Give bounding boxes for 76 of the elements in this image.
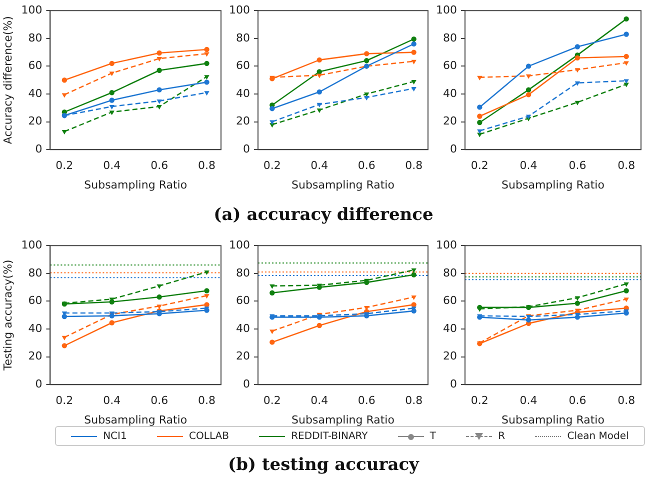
y-tick-label: 0 bbox=[450, 377, 457, 390]
y-tick-label: 0 bbox=[450, 142, 457, 156]
x-tick-label: 0.2 bbox=[470, 394, 488, 408]
text: R bbox=[498, 430, 506, 442]
y-tick-label: 100 bbox=[21, 3, 42, 16]
x-tick-label: 0.2 bbox=[470, 159, 488, 172]
x-tick-label: 0.4 bbox=[103, 394, 121, 408]
x-axis-title: Subsampling Ratio bbox=[84, 178, 188, 192]
y-tick-label: 0 bbox=[242, 142, 250, 156]
x-tick-label: 0.8 bbox=[618, 159, 636, 172]
x-tick-label: 0.6 bbox=[358, 159, 376, 172]
x-axis-title: Subsampling Ratio bbox=[84, 413, 188, 426]
x-tick-label: 0.4 bbox=[310, 159, 328, 172]
y-tick-label: 20 bbox=[442, 114, 457, 128]
x-tick-label: 0.8 bbox=[618, 394, 636, 408]
x-tick-label: 0.8 bbox=[198, 159, 216, 172]
text: (b) testing accuracy bbox=[227, 455, 420, 475]
x-tick-label: 0.6 bbox=[150, 159, 168, 172]
y-tick-label: 80 bbox=[236, 266, 250, 280]
x-tick-label: 0.4 bbox=[310, 394, 328, 408]
y-tick-label: 20 bbox=[442, 350, 457, 363]
y-tick-label: 40 bbox=[442, 322, 457, 335]
y-tick-label: 40 bbox=[236, 86, 250, 100]
x-tick-label: 0.6 bbox=[150, 394, 168, 408]
x-axis-title: Subsampling Ratio bbox=[292, 178, 395, 192]
y-tick-label: 80 bbox=[236, 31, 250, 44]
y-tick-label: 100 bbox=[228, 3, 250, 16]
y-tick-label: 80 bbox=[28, 31, 42, 44]
legend-label: NCI1 bbox=[103, 430, 127, 442]
y-tick-label: 60 bbox=[28, 59, 42, 72]
y-tick-label: 20 bbox=[28, 114, 42, 128]
x-tick-label: 0.2 bbox=[263, 159, 281, 172]
y-axis-title: Testing accuracy(%) bbox=[1, 260, 14, 372]
y-tick-label: 100 bbox=[21, 238, 42, 252]
y-tick-label: 100 bbox=[228, 238, 250, 252]
text: (a) accuracy difference bbox=[212, 205, 434, 225]
legend-label: REDDIT-BINARY bbox=[291, 430, 368, 442]
y-tick-label: 60 bbox=[236, 59, 250, 72]
x-axis-title: Subsampling Ratio bbox=[292, 413, 395, 426]
y-tick-label: 100 bbox=[436, 3, 457, 16]
y-tick-label: 60 bbox=[236, 294, 250, 308]
y-tick-label: 0 bbox=[242, 377, 250, 390]
x-tick-label: 0.8 bbox=[198, 394, 216, 408]
x-tick-label: 0.2 bbox=[263, 394, 281, 408]
y-tick-label: 80 bbox=[442, 31, 457, 44]
y-tick-label: 0 bbox=[35, 142, 42, 156]
y-tick-label: 100 bbox=[436, 238, 457, 252]
x-tick-label: 0.6 bbox=[568, 159, 586, 172]
x-axis-title: Subsampling Ratio bbox=[502, 178, 605, 192]
y-tick-label: 40 bbox=[28, 86, 42, 100]
x-tick-label: 0.4 bbox=[520, 159, 538, 172]
x-tick-label: 0.4 bbox=[520, 394, 538, 408]
y-tick-label: 0 bbox=[35, 377, 42, 390]
y-tick-label: 40 bbox=[442, 86, 457, 100]
text: Clean Model bbox=[567, 430, 629, 442]
y-tick-label: 80 bbox=[442, 266, 457, 280]
x-axis-title: Subsampling Ratio bbox=[502, 413, 605, 426]
x-tick-label: 0.6 bbox=[568, 394, 586, 408]
x-tick-label: 0.8 bbox=[405, 159, 423, 172]
y-tick-label: 20 bbox=[236, 350, 250, 363]
y-tick-label: 60 bbox=[28, 294, 42, 308]
text: T bbox=[430, 430, 436, 442]
x-tick-label: 0.4 bbox=[103, 159, 121, 172]
x-tick-label: 0.8 bbox=[405, 394, 423, 408]
y-tick-label: 80 bbox=[28, 266, 42, 280]
x-tick-label: 0.6 bbox=[358, 394, 376, 408]
y-tick-label: 60 bbox=[442, 59, 457, 72]
y-tick-label: 20 bbox=[236, 114, 250, 128]
y-tick-label: 60 bbox=[442, 294, 457, 308]
x-tick-label: 0.2 bbox=[56, 159, 74, 172]
x-tick-label: 0.2 bbox=[56, 394, 74, 408]
y-axis-title: Accuracy difference(%) bbox=[1, 16, 14, 144]
y-tick-label: 40 bbox=[28, 322, 42, 335]
y-tick-label: 40 bbox=[236, 322, 250, 335]
y-tick-label: 20 bbox=[28, 350, 42, 363]
legend-label: COLLAB bbox=[189, 430, 229, 442]
